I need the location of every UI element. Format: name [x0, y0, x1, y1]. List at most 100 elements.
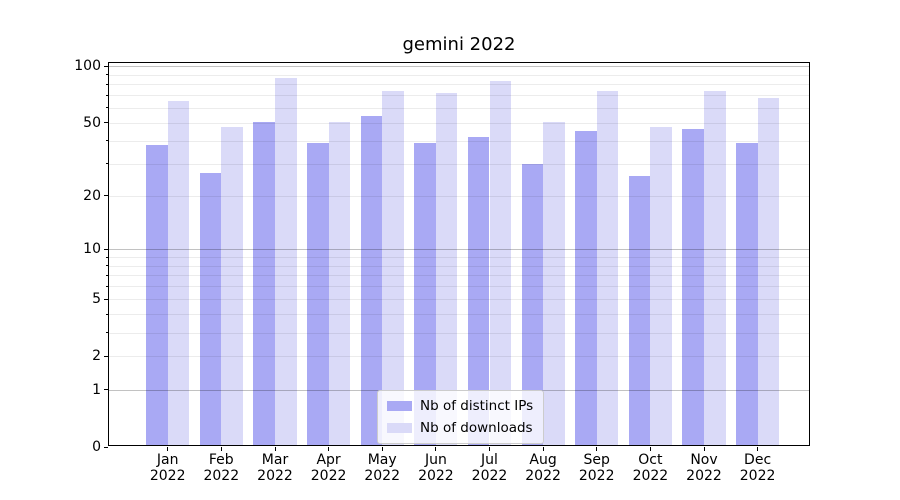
x-tick-month: Nov: [690, 452, 718, 468]
x-tick-year: 2022: [418, 468, 454, 484]
x-tick-year: 2022: [632, 468, 669, 484]
bar-distinct-ips-aug: [521, 164, 544, 445]
bar-downloads-jun: [435, 93, 458, 445]
bar-downloads-may: [382, 91, 404, 445]
bar-downloads-nov: [704, 91, 726, 445]
x-tick-month: Dec: [744, 452, 772, 468]
x-tick-mark: [167, 447, 169, 451]
x-tick-year: 2022: [203, 468, 240, 484]
x-tick-mark: [381, 447, 383, 451]
x-tick-mark: [649, 447, 651, 451]
x-tick-mark: [489, 447, 490, 451]
bar-distinct-ips-jan: [146, 144, 168, 445]
x-tick-year: 2022: [471, 468, 508, 484]
y-axis-tick-label: 10: [83, 241, 101, 258]
x-tick-mark: [596, 447, 598, 451]
bar-distinct-ips-jul: [467, 136, 490, 445]
y-tick-mark: [104, 446, 108, 448]
x-tick-mark: [328, 447, 330, 451]
gridline-minor: [109, 107, 809, 109]
y-minor-tick-mark: [106, 313, 108, 315]
gridline-major: [109, 249, 809, 251]
y-tick-mark: [104, 195, 108, 197]
y-minor-tick-mark: [106, 74, 108, 76]
bar-downloads-aug: [543, 122, 565, 445]
legend-item-downloads: Nb of downloads: [387, 420, 533, 436]
gridline-major: [109, 66, 809, 68]
y-minor-tick-mark: [106, 94, 108, 96]
x-axis-tick-label: Aug 2022: [513, 452, 573, 484]
y-axis-tick-label: 5: [92, 291, 101, 308]
y-axis-tick-label: 50: [83, 114, 101, 131]
legend-label-distinct-ips: Nb of distinct IPs: [420, 398, 534, 414]
gridline-minor: [109, 265, 809, 267]
x-axis-tick-label: Apr 2022: [299, 452, 359, 484]
bar-downloads-feb: [221, 127, 243, 445]
gridline-minor: [109, 257, 809, 258]
y-tick-mark: [104, 248, 108, 250]
y-minor-tick-mark: [106, 265, 108, 267]
x-tick-mark: [542, 447, 544, 451]
gridline-minor: [109, 356, 809, 358]
x-axis-tick-label: Jun 2022: [406, 452, 466, 484]
x-tick-year: 2022: [686, 468, 722, 484]
x-tick-year: 2022: [149, 468, 186, 484]
bar-distinct-ips-oct: [628, 176, 651, 445]
gridline-minor: [109, 314, 809, 316]
y-minor-tick-mark: [106, 285, 108, 287]
bar-distinct-ips-nov: [682, 129, 704, 445]
bar-downloads-dec: [757, 98, 780, 445]
bar-downloads-sep: [596, 91, 619, 445]
x-axis-tick-label: Sep 2022: [567, 452, 627, 484]
x-tick-mark: [274, 447, 276, 451]
x-tick-month: Mar: [261, 452, 289, 468]
y-tick-mark: [104, 355, 108, 357]
y-minor-tick-mark: [106, 274, 108, 276]
x-axis-tick-label: Jan 2022: [138, 452, 198, 484]
x-tick-year: 2022: [310, 468, 347, 484]
x-tick-mark: [435, 447, 437, 451]
gridline-minor: [109, 95, 809, 97]
bar-downloads-apr: [328, 122, 351, 445]
y-minor-tick-mark: [106, 163, 108, 165]
x-tick-year: 2022: [364, 468, 400, 484]
x-axis-tick-label: Feb 2022: [191, 452, 251, 484]
gridline-minor: [109, 275, 809, 277]
gridline-minor: [109, 140, 809, 142]
x-tick-mark: [757, 447, 759, 451]
x-axis-tick-label: Jul 2022: [460, 452, 520, 484]
x-axis-tick-label: Oct 2022: [620, 452, 680, 484]
legend-label-downloads: Nb of downloads: [420, 420, 533, 436]
x-tick-mark: [220, 447, 222, 451]
x-tick-month: Aug: [529, 452, 557, 468]
x-axis-tick-label: Nov 2022: [674, 452, 734, 484]
gridline-minor: [109, 299, 809, 301]
y-axis-tick-label: 20: [83, 187, 101, 204]
x-tick-mark: [703, 447, 705, 451]
gridline-minor: [109, 74, 809, 76]
y-tick-mark: [104, 389, 108, 391]
bar-distinct-ips-jun: [414, 142, 436, 445]
y-minor-tick-mark: [106, 107, 108, 109]
y-axis-tick-label: 100: [74, 58, 101, 75]
x-tick-year: 2022: [525, 468, 561, 484]
legend-swatch-distinct-ips: [387, 401, 412, 411]
plot-area: Nb of distinct IPs Nb of downloads 0 1 2 5 1…: [74, 59, 810, 484]
chart-title: gemini 2022: [402, 34, 516, 55]
gridline-minor: [109, 286, 809, 288]
x-tick-month: Sep: [583, 452, 610, 468]
x-tick-year: 2022: [578, 468, 615, 484]
y-axis-tick-label: 1: [92, 381, 101, 398]
bar-distinct-ips-sep: [575, 130, 597, 445]
bar-downloads-oct: [650, 127, 672, 445]
gridline-minor: [109, 122, 809, 124]
bar-downloads-jul: [489, 81, 512, 445]
x-tick-year: 2022: [739, 468, 776, 484]
x-tick-year: 2022: [257, 468, 293, 484]
bar-downloads-mar: [275, 78, 297, 445]
bar-distinct-ips-mar: [253, 122, 275, 445]
x-tick-month: Jun: [424, 452, 447, 468]
legend-box: Nb of distinct IPs Nb of downloads: [377, 390, 545, 444]
y-axis-tick-label: 0: [92, 439, 101, 455]
